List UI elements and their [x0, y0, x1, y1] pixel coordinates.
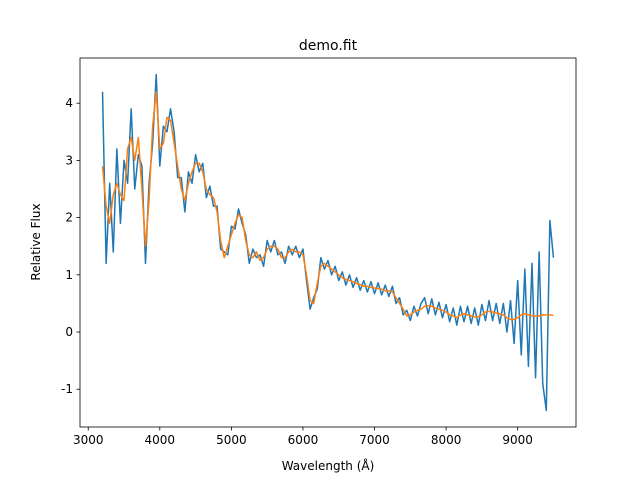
- y-tick-label: 1: [65, 268, 73, 282]
- y-axis-label: Relative Flux: [29, 203, 43, 280]
- x-tick-label: 9000: [502, 433, 533, 447]
- series-line: [101, 91, 554, 321]
- x-tick-label: 7000: [359, 433, 390, 447]
- x-axis-label: Wavelength (Å): [282, 458, 375, 473]
- plot-frame: [79, 57, 577, 428]
- series-line: [101, 73, 555, 412]
- x-tick-label: 8000: [431, 433, 462, 447]
- y-tick-label: 3: [65, 153, 73, 167]
- y-tick-label: 4: [65, 96, 73, 110]
- x-tick-label: 5000: [216, 433, 247, 447]
- x-tick-label: 6000: [288, 433, 319, 447]
- chart-title: demo.fit: [299, 38, 358, 54]
- y-tick-label: -1: [61, 382, 73, 396]
- y-tick-label: 2: [65, 211, 73, 225]
- y-tick-label: 0: [65, 325, 73, 339]
- x-tick-label: 4000: [145, 433, 176, 447]
- x-tick-label: 3000: [73, 433, 104, 447]
